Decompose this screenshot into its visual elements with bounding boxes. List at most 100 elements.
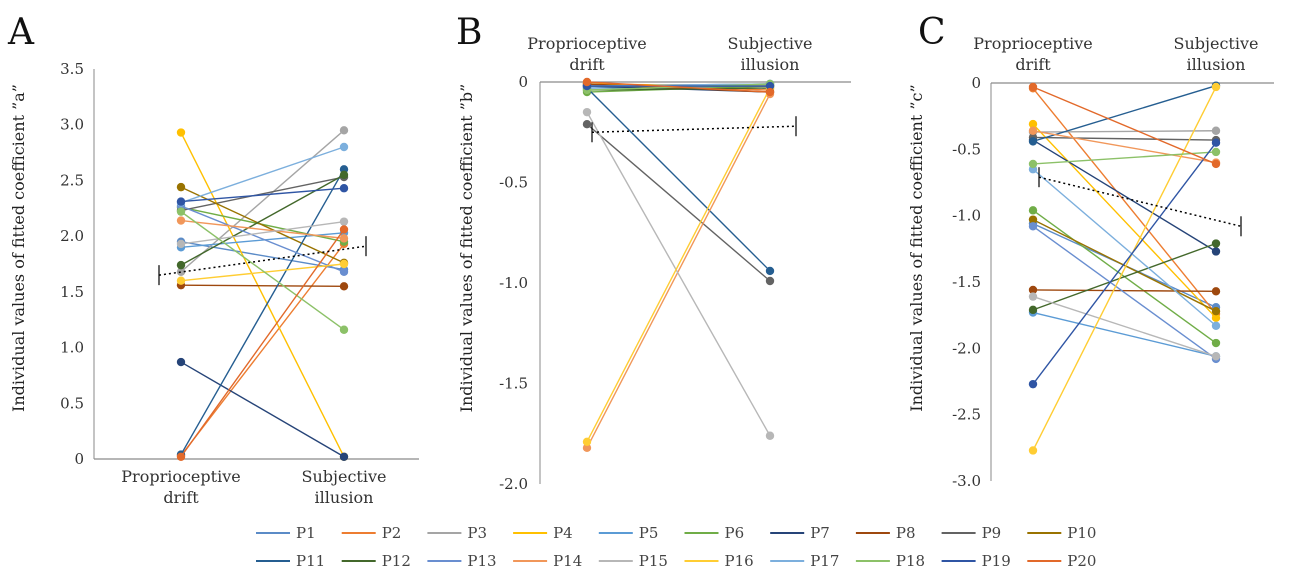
data-point: [1028, 137, 1038, 146]
legend-item-p11: P11: [256, 552, 325, 570]
series-line: [1032, 139, 1217, 253]
y-tick-label: -1.0: [499, 274, 528, 292]
series-p5: [176, 228, 349, 252]
x-category-label: Proprioceptive drift: [973, 34, 1092, 74]
x-category-label: Subjective illusion: [302, 467, 387, 507]
series-line: [180, 187, 345, 203]
y-tick-label: 0: [518, 73, 528, 91]
series-line: [1032, 168, 1217, 327]
data-point: [176, 182, 186, 192]
series-line: [1032, 151, 1217, 165]
x-category-label: Proprioceptive drift: [121, 467, 240, 507]
legend-item-p16: P16: [684, 552, 754, 570]
series-line: [1032, 86, 1217, 451]
data-point: [176, 128, 186, 137]
y-tick-label: -1.5: [952, 273, 981, 291]
data-point: [582, 107, 592, 117]
series-line: [1032, 295, 1217, 357]
series-line: [1032, 242, 1217, 311]
legend-label: P1: [296, 524, 316, 542]
series-p18: [176, 207, 349, 334]
y-tick-label: -2.5: [952, 406, 981, 424]
y-tick-label: -3.0: [952, 472, 981, 490]
data-point: [339, 452, 349, 461]
data-point: [765, 81, 775, 91]
series-line: [1032, 311, 1217, 357]
y-tick-label: -1.0: [952, 207, 981, 225]
data-point: [1211, 147, 1221, 157]
data-point: [176, 197, 186, 206]
legend-label: P18: [896, 552, 925, 570]
data-point: [176, 260, 186, 270]
series-p19: [1028, 138, 1221, 389]
series-p15: [1028, 292, 1221, 361]
series-p12: [176, 170, 349, 270]
legend-label: P15: [639, 552, 668, 570]
data-point: [339, 225, 349, 234]
x-category-label: Subjective illusion: [728, 34, 813, 74]
data-point: [339, 142, 349, 152]
legend-item-p20: P20: [1027, 552, 1096, 570]
legend-label: P16: [725, 552, 754, 570]
legend: P1 P2 P3 P4 P5 P6 P7 P8 P9 P10 P11 P12 P13 P14 P15 P16 P…: [256, 524, 1096, 570]
data-point: [176, 239, 186, 249]
series-line: [1032, 84, 1217, 143]
data-point: [1028, 206, 1038, 215]
data-point: [765, 276, 775, 286]
data-point: [765, 87, 775, 97]
series-line: [180, 263, 345, 282]
legend-item-p14: P14: [513, 552, 582, 570]
series-line: [1032, 142, 1217, 385]
series-line: [586, 93, 771, 449]
y-tick-label: -1.5: [499, 375, 528, 393]
series-line: [586, 81, 771, 93]
data-point: [176, 452, 186, 461]
series-p12: [1028, 239, 1221, 315]
data-point: [339, 170, 349, 180]
series-line: [586, 87, 771, 272]
data-point: [176, 267, 186, 276]
series-line: [1032, 130, 1217, 164]
series-line: [180, 284, 345, 287]
legend-item-p6: P6: [684, 524, 744, 542]
y-tick-label: -0.5: [499, 174, 528, 192]
series-p1: [176, 237, 349, 274]
legend-item-p7: P7: [770, 524, 830, 542]
y-tick-label: 0.5: [60, 394, 84, 412]
data-point: [1028, 119, 1038, 129]
series-p7: [176, 357, 349, 461]
y-tick-label: 3.0: [60, 116, 84, 134]
data-point: [1211, 306, 1221, 316]
series-line: [180, 211, 345, 331]
data-point: [1028, 379, 1038, 389]
legend-item-p10: P10: [1027, 524, 1096, 542]
y-axis-title: Individual values of fitted coefficient …: [907, 84, 926, 411]
series-line: [1032, 130, 1217, 133]
series-line: [1032, 136, 1217, 141]
data-point: [176, 216, 186, 225]
legend-item-p2: P2: [341, 524, 402, 542]
legend-label: P17: [810, 552, 839, 570]
data-point: [1028, 215, 1038, 224]
series-line: [1032, 219, 1217, 312]
data-point: [1211, 313, 1221, 323]
data-point: [1211, 159, 1221, 169]
legend-label: P3: [467, 524, 487, 542]
series-p20: [1028, 82, 1221, 169]
series-p14: [582, 89, 775, 453]
trend-dotted-line: [1038, 176, 1242, 228]
legend-label: P8: [896, 524, 916, 542]
data-point: [1211, 82, 1221, 92]
series-p15: [176, 217, 349, 249]
legend-item-p9: P9: [941, 524, 1001, 542]
legend-label: P2: [382, 524, 402, 542]
legend-item-p18: P18: [855, 552, 925, 570]
data-point: [1028, 159, 1038, 169]
data-point: [1028, 285, 1038, 295]
legend-label: P13: [467, 552, 496, 570]
data-point: [1028, 446, 1038, 455]
series-line: [180, 243, 345, 457]
data-point: [339, 325, 349, 334]
legend-label: P19: [982, 552, 1011, 570]
data-point: [1028, 126, 1038, 135]
